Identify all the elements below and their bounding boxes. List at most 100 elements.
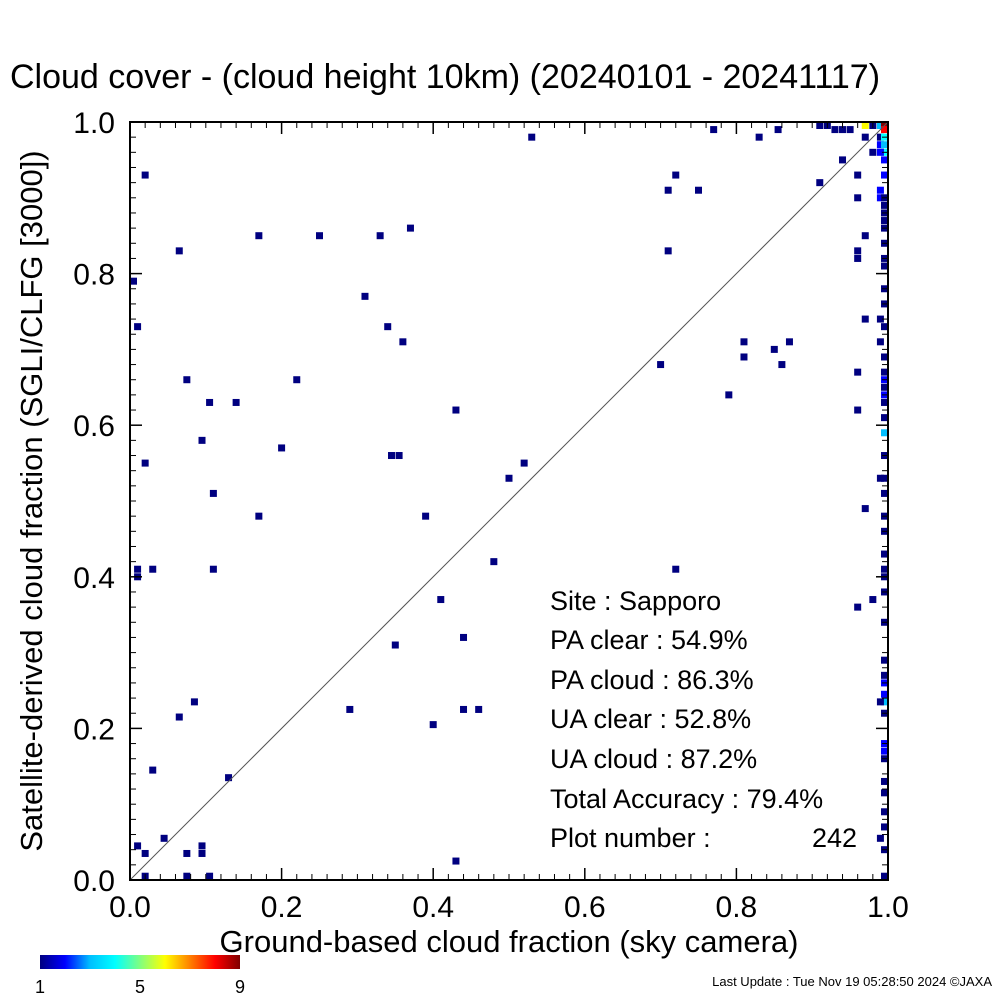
y-axis-label: Satellite-derived cloud fraction (SGLI/C… <box>14 150 49 851</box>
chart-title: Cloud cover - (cloud height 10km) (20240… <box>10 58 880 96</box>
data-point <box>881 429 888 437</box>
data-point <box>422 512 430 520</box>
x-tick-label: 0.4 <box>412 891 454 924</box>
data-point <box>854 247 862 255</box>
data-point <box>854 254 862 262</box>
data-point <box>134 323 142 331</box>
data-point <box>876 148 884 156</box>
data-point <box>209 489 217 497</box>
data-point <box>881 656 888 664</box>
data-point <box>816 179 824 187</box>
data-point <box>881 398 888 406</box>
data-points <box>130 122 888 880</box>
data-point <box>881 383 888 391</box>
data-point <box>881 201 888 209</box>
data-point <box>490 558 498 566</box>
stat-total-accuracy: Total Accuracy : 79.4% <box>550 784 823 814</box>
data-point <box>854 368 862 376</box>
data-point <box>881 368 888 376</box>
data-point <box>881 171 888 179</box>
x-tick-label: 0.0 <box>109 891 151 924</box>
data-point <box>346 705 354 713</box>
data-point <box>881 698 888 706</box>
data-point <box>876 834 884 842</box>
data-point <box>657 361 665 369</box>
data-point <box>134 842 142 850</box>
data-point <box>475 705 483 713</box>
data-point <box>816 122 824 129</box>
data-point <box>206 398 214 406</box>
data-point <box>384 323 392 331</box>
y-tick-label: 1.0 <box>73 107 115 140</box>
axis-ticks: 0.0 0.2 0.4 0.6 0.8 1.0 0.0 0.2 0.4 0.6 0.8 1.0 <box>73 107 909 924</box>
data-point <box>505 474 513 482</box>
stats-panel: Site : Sapporo PA clear : 54.9% PA cloud… <box>550 586 857 853</box>
data-point <box>854 603 862 611</box>
data-point <box>528 133 536 141</box>
data-point <box>881 474 888 482</box>
data-point <box>149 565 157 573</box>
data-point <box>854 171 862 179</box>
y-tick-label: 0.0 <box>73 865 115 898</box>
data-point <box>175 247 183 255</box>
data-point <box>695 186 702 194</box>
data-point <box>388 452 396 460</box>
data-point <box>520 459 528 467</box>
data-point <box>774 126 782 134</box>
data-point <box>881 262 888 270</box>
data-point <box>740 338 748 346</box>
data-point <box>460 633 468 641</box>
data-point <box>881 126 888 134</box>
data-point <box>710 126 718 134</box>
data-point <box>141 171 149 179</box>
data-point <box>881 872 888 880</box>
data-point <box>278 444 286 452</box>
data-point <box>881 141 888 149</box>
data-point <box>198 842 206 850</box>
data-point <box>141 849 149 857</box>
data-point <box>881 823 888 831</box>
colorbar-tick-label: 9 <box>235 977 245 997</box>
data-point <box>232 398 240 406</box>
stat-ua-cloud: UA cloud : 87.2% <box>550 744 757 774</box>
data-point <box>869 596 877 604</box>
data-point <box>183 376 191 384</box>
data-point <box>190 698 198 706</box>
data-point <box>881 671 888 679</box>
data-point <box>839 156 847 164</box>
data-point <box>881 489 888 497</box>
data-point <box>198 436 206 444</box>
data-point <box>149 766 157 774</box>
colorbar-ticks: 1 5 9 <box>35 977 245 997</box>
data-point <box>876 122 884 129</box>
stat-pa-clear: PA clear : 54.9% <box>550 625 748 655</box>
data-point <box>881 217 888 225</box>
y-tick-label: 0.8 <box>73 259 115 292</box>
data-point <box>876 141 884 149</box>
data-point <box>429 721 437 729</box>
data-point <box>452 406 460 414</box>
data-point <box>452 857 460 865</box>
stat-pa-cloud: PA cloud : 86.3% <box>550 665 754 695</box>
stat-plot-number-label: Plot number : <box>550 823 711 853</box>
data-point <box>183 872 191 880</box>
data-point <box>672 565 680 573</box>
data-point <box>255 232 263 240</box>
data-point <box>460 705 468 713</box>
data-point <box>881 747 888 755</box>
data-point <box>831 126 839 134</box>
data-point <box>876 133 884 141</box>
data-point <box>755 133 763 141</box>
data-point <box>881 777 888 785</box>
data-point <box>876 194 884 202</box>
data-point <box>861 315 869 323</box>
data-point <box>399 338 407 346</box>
data-point <box>881 550 888 558</box>
data-point <box>881 789 888 797</box>
data-point <box>134 565 142 573</box>
data-point <box>876 698 884 706</box>
data-point <box>175 713 183 721</box>
x-tick-label: 0.8 <box>716 891 758 924</box>
y-tick-label: 0.6 <box>73 410 115 443</box>
